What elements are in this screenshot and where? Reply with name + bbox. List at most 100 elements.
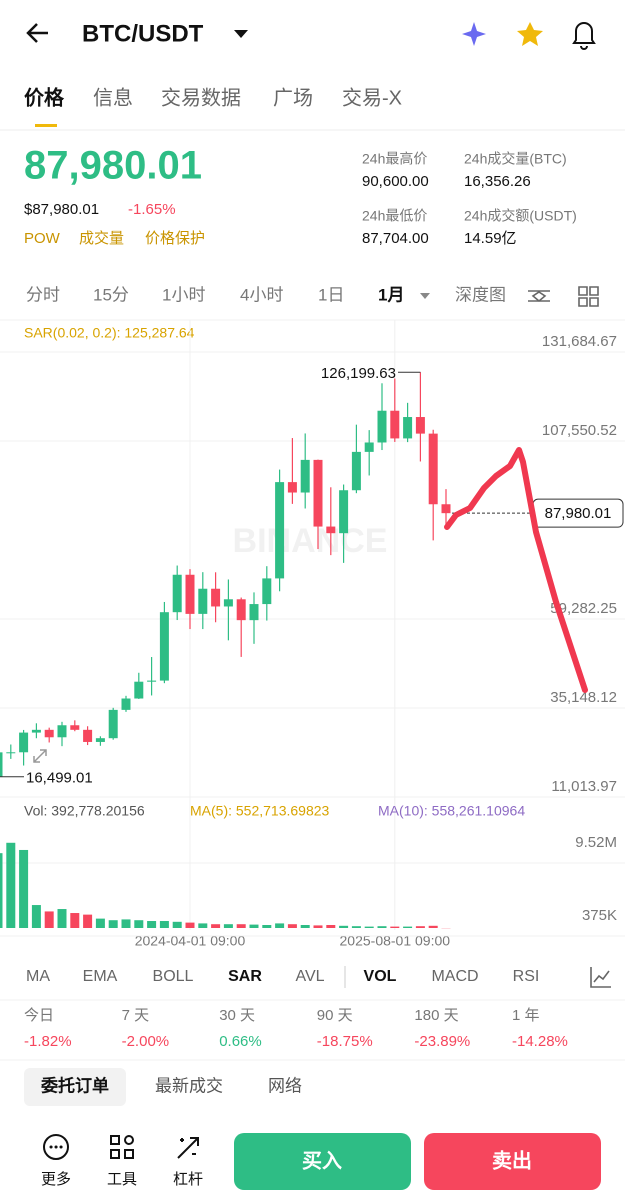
sar-indicator: SAR(0.02, 0.2): 125,287.64	[24, 325, 195, 341]
interval[interactable]: 1日	[318, 285, 344, 304]
candle-body	[211, 588, 221, 607]
candle-body	[403, 417, 413, 439]
expand-icon[interactable]	[33, 749, 47, 763]
period-change: -2.00%	[122, 1033, 170, 1050]
tab[interactable]: 交易-X	[342, 86, 402, 109]
back-button[interactable]	[26, 23, 48, 43]
interval[interactable]: 1月	[378, 285, 404, 304]
tools-icon[interactable]	[110, 1135, 134, 1159]
interval[interactable]: 分时	[26, 285, 60, 304]
x-tick-label: 2024-04-01 09:00	[135, 933, 246, 949]
indicator-tab[interactable]: RSI	[513, 968, 540, 985]
volume-bar	[275, 923, 285, 928]
candle-body	[313, 459, 323, 527]
indicator-tab[interactable]: EMA	[83, 968, 118, 985]
pair-title[interactable]: BTC/USDT	[82, 20, 204, 47]
tab[interactable]: 信息	[93, 86, 133, 109]
stat-value: 90,600.00	[362, 173, 429, 190]
tab[interactable]: 价格	[24, 85, 65, 109]
volume-bar	[70, 913, 80, 928]
candle-body	[223, 599, 233, 607]
layout-icon[interactable]	[578, 286, 599, 307]
high-label: 126,199.63	[321, 365, 396, 382]
candle-body	[6, 752, 16, 754]
more-icon[interactable]	[43, 1134, 69, 1160]
volume-bar	[313, 925, 323, 928]
candle-body	[198, 588, 208, 614]
low-label: 16,499.01	[26, 770, 93, 787]
volume-bar	[134, 920, 144, 928]
order-tab[interactable]: 网络	[268, 1076, 302, 1095]
watermark: BINANCE	[233, 522, 388, 560]
pair-dropdown[interactable]	[234, 30, 248, 38]
candle-body	[159, 612, 169, 681]
ai-icon[interactable]	[462, 22, 486, 46]
indicator-tab[interactable]: MA	[26, 968, 50, 985]
indicator-tab[interactable]: AVL	[295, 968, 324, 985]
candle-body	[287, 482, 297, 493]
volume-bar	[31, 905, 41, 928]
volume-bar	[326, 925, 336, 928]
candle-body	[377, 410, 387, 443]
stat-label: 24h最高价	[362, 151, 427, 167]
indicator-tab[interactable]: MACD	[431, 968, 478, 985]
volume-bar	[364, 926, 374, 928]
buy-button[interactable]	[234, 1133, 411, 1190]
favorite-star[interactable]	[517, 22, 543, 46]
order-tab[interactable]: 最新成交	[155, 1076, 223, 1095]
volume-bar	[6, 842, 16, 928]
toolbar-label[interactable]: 杠杆	[173, 1171, 203, 1188]
tab-underline	[35, 124, 57, 127]
interval-dropdown[interactable]	[420, 293, 430, 299]
bell-icon[interactable]	[572, 22, 596, 50]
toolbar-label[interactable]: 工具	[107, 1171, 137, 1188]
interval[interactable]: 深度图	[455, 285, 506, 304]
period-change: -18.75%	[317, 1033, 373, 1050]
sell-label[interactable]: 卖出	[492, 1149, 532, 1172]
candle-body	[415, 417, 425, 434]
leverage-icon[interactable]	[177, 1137, 199, 1159]
candle-body	[339, 490, 349, 534]
period-label: 30 天	[219, 1007, 255, 1024]
stat-value: 14.59亿	[464, 230, 517, 247]
period-label: 1 年	[512, 1007, 540, 1024]
price-tag[interactable]: 价格保护	[145, 230, 205, 247]
interval[interactable]: 15分	[93, 285, 129, 304]
indicator-tab[interactable]: SAR	[228, 968, 262, 985]
candle-body	[44, 729, 54, 738]
period-label: 7 天	[122, 1007, 150, 1024]
volume-bar	[108, 920, 118, 928]
volume-bar	[172, 921, 182, 928]
order-tab[interactable]: 委托订单	[40, 1075, 109, 1095]
volume-bar	[19, 849, 29, 928]
period-change: -23.89%	[414, 1033, 470, 1050]
volume-bar	[0, 853, 3, 928]
chart-tool-icon[interactable]	[590, 967, 611, 988]
volume-bar	[83, 914, 93, 928]
interval[interactable]: 4小时	[240, 285, 283, 304]
active-tab-bg	[24, 1068, 126, 1106]
sell-button[interactable]	[424, 1133, 601, 1190]
tab[interactable]: 广场	[273, 86, 313, 109]
volume-bar	[403, 926, 413, 928]
indicator-tab[interactable]: VOL	[364, 968, 397, 985]
tab[interactable]: 交易数据	[161, 86, 241, 109]
candle-body	[70, 725, 80, 730]
candle-body	[249, 604, 259, 621]
x-tick-label: 2025-08-01 09:00	[340, 933, 451, 949]
volume-bar	[287, 924, 297, 928]
volume-bar	[300, 925, 310, 928]
candle-body	[83, 729, 93, 742]
candle-body	[441, 504, 451, 514]
price-tag[interactable]: 成交量	[79, 229, 124, 247]
interval[interactable]: 1小时	[162, 285, 205, 304]
indicator-settings[interactable]	[528, 290, 550, 303]
toolbar-label[interactable]: 更多	[41, 1171, 71, 1188]
candle-body	[185, 574, 195, 614]
buy-label[interactable]: 买入	[302, 1149, 342, 1172]
volume-bar	[223, 924, 233, 928]
volume-bar	[415, 926, 425, 928]
price-tag[interactable]: POW	[24, 230, 61, 247]
indicator-tab[interactable]: BOLL	[153, 968, 194, 985]
period-label: 今日	[24, 1007, 54, 1024]
